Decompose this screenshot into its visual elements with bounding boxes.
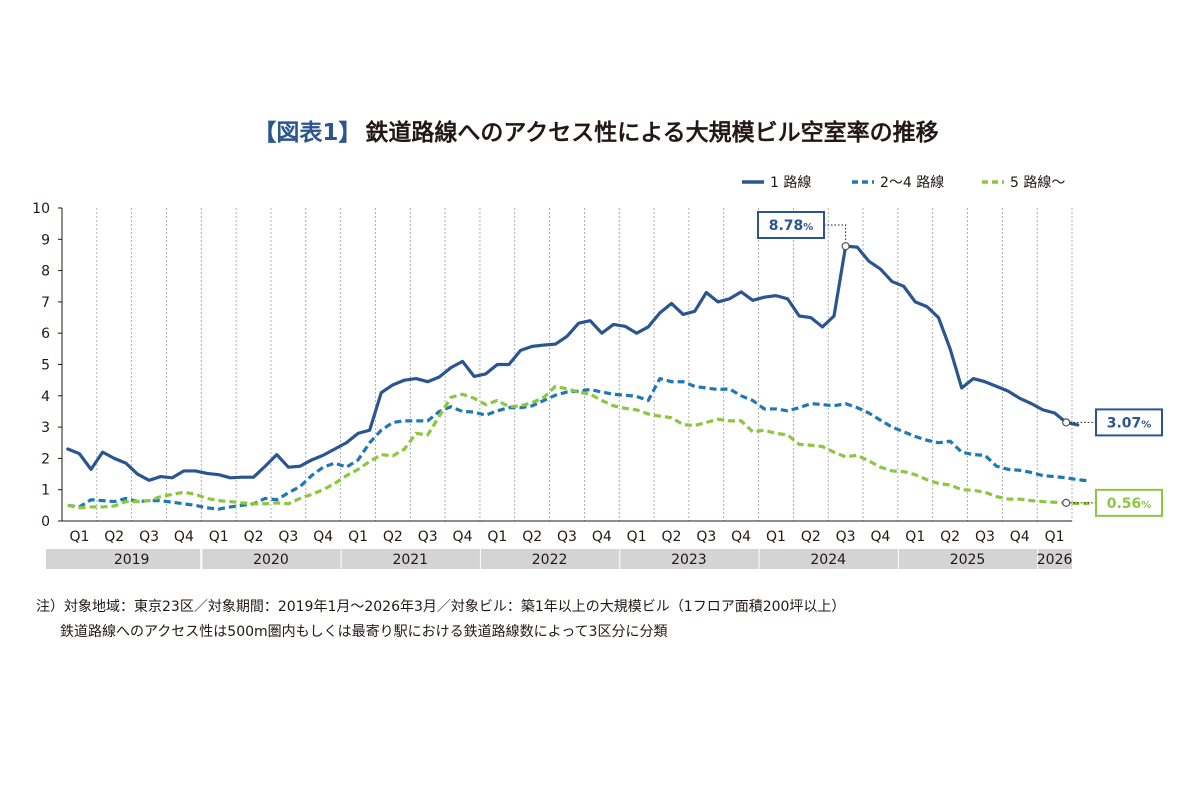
x-tick-label: Q3 — [418, 529, 438, 545]
y-tick-label: 5 — [41, 358, 50, 374]
x-tick-label: Q1 — [1045, 529, 1065, 545]
annotation-label: 3.07% — [1107, 415, 1152, 431]
x-tick-label: Q1 — [487, 529, 507, 545]
x-tick-label: Q2 — [383, 529, 403, 545]
legend-label-3: 5 路線～ — [1010, 175, 1065, 191]
y-tick-label: 7 — [41, 295, 50, 311]
title-text: 鉄道路線へのアクセス性による大規模ビル空室率の推移 — [365, 119, 938, 146]
x-tick-label: Q4 — [1010, 529, 1030, 545]
year-label: 2020 — [253, 552, 289, 568]
series-line-2 — [67, 376, 1090, 511]
x-tick-label: Q1 — [905, 529, 925, 545]
x-axis-labels: Q1 Q2 Q3 Q4 Q1 Q2 Q3 Q4 Q1 Q2 Q3 Q4 Q1 Q2 Q3 Q4 Q1 Q2 Q3 Q4… — [46, 529, 1072, 569]
year-label: 2025 — [950, 552, 986, 568]
x-tick-label: Q2 — [244, 529, 264, 545]
year-band — [1038, 549, 1072, 569]
x-tick-label: Q3 — [139, 529, 159, 545]
x-tick-label: Q2 — [662, 529, 682, 545]
annotation-leader — [824, 224, 847, 243]
annotation-box — [757, 211, 825, 239]
title-bracket-close: 】 — [338, 120, 361, 146]
y-tick-label: 1 — [41, 483, 50, 499]
x-tick-label: Q1 — [69, 529, 89, 545]
y-tick-label: 2 — [41, 451, 50, 467]
year-band — [898, 549, 1038, 569]
x-tick-label: Q4 — [174, 529, 194, 545]
title-bracket-open: 【 — [253, 120, 276, 146]
y-tick-label: 6 — [41, 326, 50, 342]
year-band — [759, 549, 898, 569]
title-label: 図表1 — [276, 120, 338, 146]
annotation-point — [1062, 498, 1071, 507]
annotation-label: 0.56% — [1107, 496, 1152, 512]
year-band — [480, 549, 620, 569]
footnote-line-2: 鉄道路線へのアクセス性は500m圏内もしくは最寄り駅における鉄道路線数によって3… — [60, 624, 668, 640]
year-label: 2022 — [532, 552, 568, 568]
year-label: 2019 — [114, 552, 150, 568]
year-label: 2021 — [392, 552, 428, 568]
year-band — [202, 549, 341, 569]
x-tick-label: Q2 — [522, 529, 542, 545]
legend: 1 路線 2～4 路線 5 路線～ — [742, 175, 1065, 191]
x-tick-label: Q4 — [592, 529, 612, 545]
x-tick-label: Q1 — [766, 529, 786, 545]
y-tick-label: 0 — [41, 514, 50, 530]
year-band — [341, 549, 480, 569]
x-tick-label: Q4 — [453, 529, 473, 545]
y-tick-label: 9 — [41, 232, 50, 248]
year-band — [620, 549, 759, 569]
year-band — [46, 549, 201, 569]
annotation-box — [1095, 408, 1163, 437]
grid-lines — [96, 208, 1073, 521]
year-label: 2026 — [1037, 552, 1073, 568]
annotation-box — [1095, 488, 1163, 517]
x-tick-label: Q2 — [940, 529, 960, 545]
legend-label-1: 1 路線 — [770, 175, 811, 191]
x-tick-label: Q3 — [696, 529, 716, 545]
x-tick-label: Q3 — [278, 529, 298, 545]
x-tick-label: Q2 — [104, 529, 124, 545]
x-tick-label: Q1 — [209, 529, 229, 545]
x-tick-label: Q1 — [627, 529, 647, 545]
y-tick-label: 10 — [32, 201, 50, 217]
x-tick-label: Q4 — [731, 529, 751, 545]
x-tick-label: Q4 — [870, 529, 890, 545]
footnote-line-1: 注）対象地域：東京23区／対象期間：2019年1月～2026年3月／対象ビル：築… — [36, 599, 846, 615]
series-line-3 — [67, 384, 1090, 510]
x-tick-label: Q1 — [348, 529, 368, 545]
y-tick-labels: 0 1 2 3 4 5 6 7 8 9 10 — [32, 201, 62, 530]
year-label: 2024 — [810, 552, 846, 568]
annotations: 8.78% 3.07% 0.56% — [757, 211, 1163, 517]
x-tick-label: Q2 — [801, 529, 821, 545]
y-tick-label: 4 — [41, 389, 50, 405]
annotation-point — [1062, 418, 1071, 427]
chart-title: 【図表1】 鉄道路線へのアクセス性による大規模ビル空室率の推移 — [253, 119, 938, 146]
x-tick-label: Q3 — [836, 529, 856, 545]
x-tick-label: Q3 — [557, 529, 577, 545]
y-tick-label: 3 — [41, 420, 50, 436]
x-tick-label: Q4 — [313, 529, 333, 545]
series-layer — [66, 244, 1090, 511]
legend-label-2: 2～4 路線 — [880, 175, 944, 191]
x-tick-label: Q3 — [975, 529, 995, 545]
year-label: 2023 — [671, 552, 707, 568]
series-line-1 — [66, 244, 1080, 482]
annotation-point — [841, 242, 850, 251]
y-tick-label: 8 — [41, 264, 50, 280]
annotation-label: 8.78% — [769, 218, 814, 234]
